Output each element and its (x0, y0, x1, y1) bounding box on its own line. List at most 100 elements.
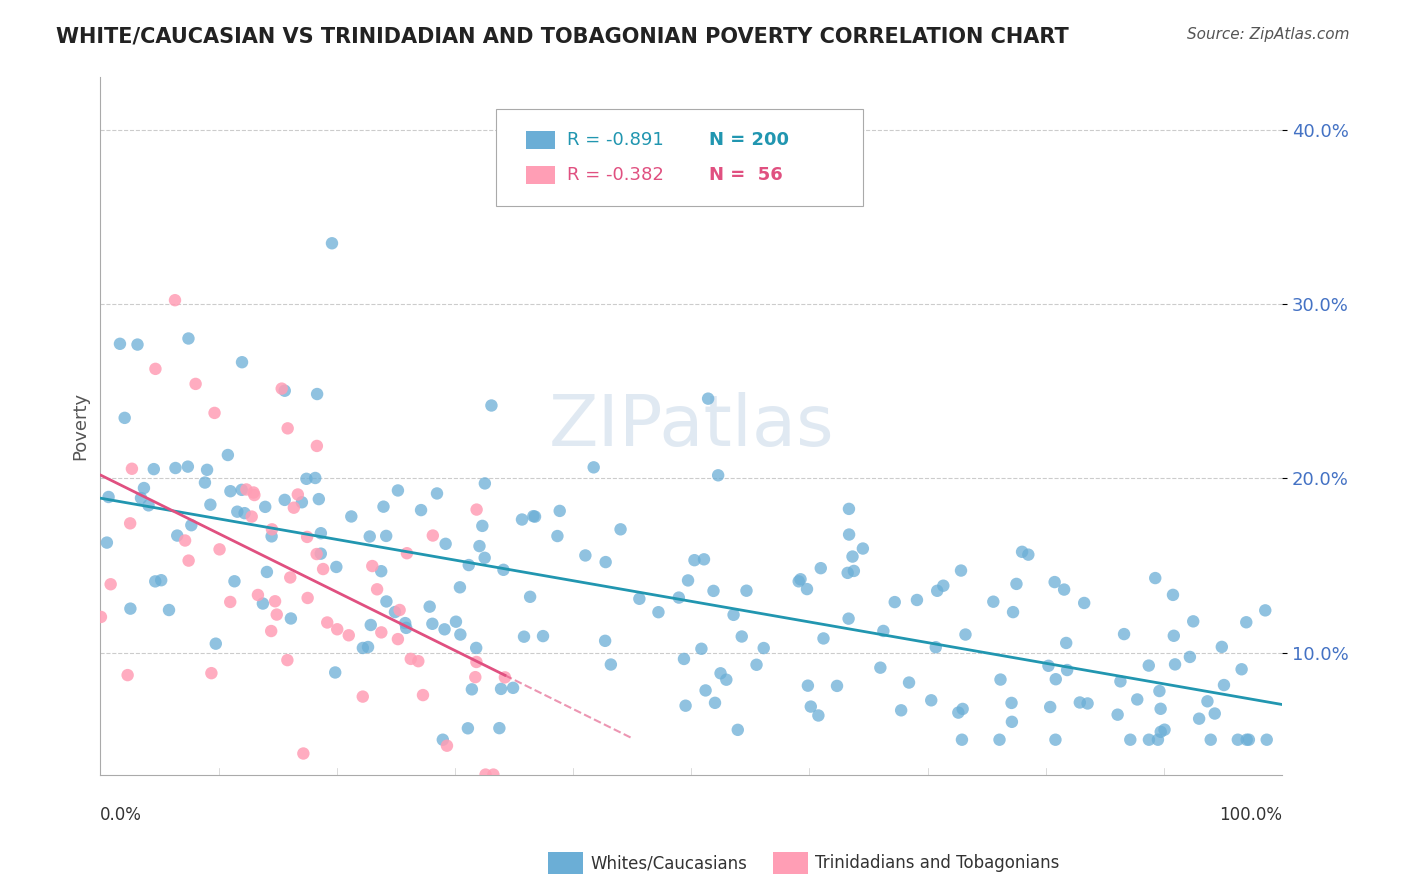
Point (266, 607, 288, 622)
Point (494, 670, 516, 684)
Point (465, 502, 488, 516)
Point (522, 509, 544, 524)
Point (120, 601, 142, 615)
Point (366, 582, 388, 597)
Point (422, 528, 444, 542)
Point (337, 628, 360, 642)
Point (796, 582, 818, 596)
Point (787, 574, 810, 589)
Point (1069, 696, 1091, 710)
Point (370, 564, 392, 578)
Point (474, 767, 496, 781)
Point (1199, 732, 1222, 747)
Point (1149, 702, 1171, 716)
Point (308, 492, 330, 507)
Point (1054, 636, 1077, 650)
Point (309, 526, 332, 541)
Point (905, 593, 928, 607)
Point (548, 504, 571, 518)
Point (461, 682, 484, 697)
Point (360, 618, 382, 632)
Point (246, 588, 269, 602)
Point (326, 622, 349, 636)
Point (127, 337, 149, 351)
Point (449, 580, 471, 594)
Point (240, 509, 263, 524)
Text: 100.0%: 100.0% (1219, 806, 1282, 824)
Point (948, 706, 970, 720)
Point (129, 491, 152, 505)
Point (723, 607, 745, 622)
Point (226, 505, 249, 519)
Point (274, 492, 297, 507)
Point (436, 739, 458, 753)
Point (697, 392, 720, 406)
Point (988, 732, 1011, 747)
Text: 0.0%: 0.0% (100, 806, 142, 824)
Point (609, 522, 631, 536)
Point (807, 708, 830, 723)
Point (426, 486, 449, 500)
Point (1237, 732, 1260, 747)
Point (195, 463, 218, 477)
Point (1005, 577, 1028, 591)
Point (898, 675, 921, 690)
Point (163, 293, 186, 308)
Point (412, 688, 434, 702)
Point (295, 530, 318, 544)
Point (352, 640, 374, 655)
Point (1077, 697, 1099, 711)
Point (950, 732, 973, 747)
Point (304, 471, 326, 485)
Point (150, 573, 173, 587)
Point (1053, 582, 1076, 597)
Point (359, 529, 381, 543)
Point (838, 527, 860, 541)
Point (177, 459, 200, 474)
Point (1234, 615, 1257, 630)
Point (731, 630, 754, 644)
Point (810, 561, 832, 575)
Point (852, 541, 875, 556)
Point (120, 516, 142, 531)
Point (925, 640, 948, 655)
Point (1000, 696, 1022, 710)
Point (270, 382, 292, 396)
Point (219, 595, 242, 609)
Point (138, 499, 160, 513)
Text: R = -0.891: R = -0.891 (567, 131, 664, 149)
Point (735, 583, 758, 598)
Point (408, 654, 430, 668)
Point (599, 657, 621, 672)
Point (114, 410, 136, 425)
Point (224, 574, 246, 589)
Point (177, 331, 200, 345)
Point (465, 655, 488, 669)
Point (932, 579, 955, 593)
Point (482, 767, 505, 781)
Point (235, 483, 257, 497)
Point (117, 668, 139, 682)
Point (194, 475, 217, 490)
Point (1126, 692, 1149, 706)
Point (709, 666, 731, 681)
Point (231, 483, 253, 497)
Point (283, 500, 305, 515)
Point (384, 605, 406, 619)
Point (920, 693, 942, 707)
Point (1001, 714, 1024, 729)
Point (471, 519, 494, 533)
Point (1150, 724, 1173, 739)
Point (716, 673, 738, 687)
Point (841, 549, 863, 564)
Point (219, 484, 242, 499)
Point (1211, 640, 1233, 654)
Point (1144, 571, 1167, 585)
Point (287, 487, 309, 501)
Point (981, 595, 1004, 609)
Point (1182, 615, 1205, 629)
Text: Source: ZipAtlas.com: Source: ZipAtlas.com (1187, 27, 1350, 42)
Point (321, 236, 343, 251)
Point (457, 558, 479, 572)
Point (1045, 732, 1067, 747)
